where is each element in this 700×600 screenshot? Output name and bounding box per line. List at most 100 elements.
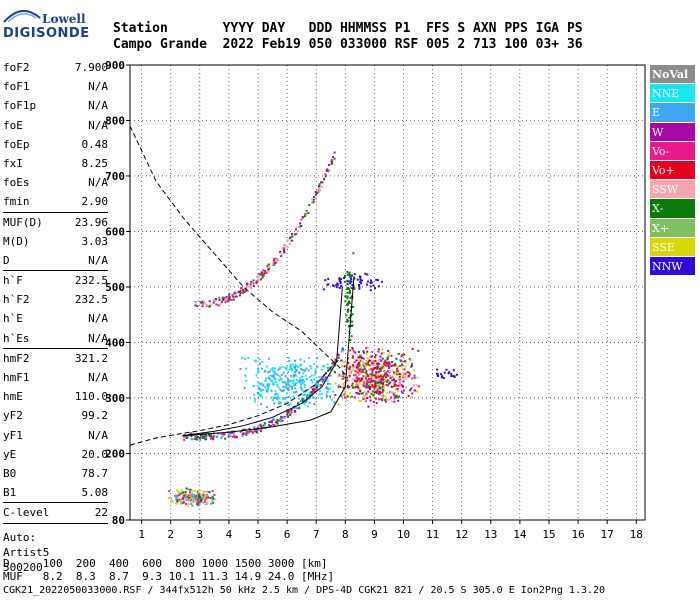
- echo-point: [402, 377, 405, 380]
- echo-point: [381, 391, 384, 394]
- echo-point: [333, 401, 336, 404]
- echo-point: [266, 383, 269, 386]
- echo-point: [253, 359, 256, 362]
- echo-point: [349, 290, 351, 293]
- echo-point: [352, 350, 355, 353]
- echo-point: [388, 361, 391, 364]
- param-key: foEp: [3, 137, 30, 151]
- echo-point: [201, 497, 204, 500]
- echo-point: [299, 377, 302, 380]
- echo-point: [222, 299, 225, 301]
- echo-point: [293, 409, 296, 412]
- echo-point: [363, 380, 366, 383]
- echo-point: [194, 489, 196, 492]
- echo-point: [376, 354, 379, 357]
- echo-point: [178, 500, 181, 503]
- param-value: 232.5: [74, 274, 108, 288]
- echo-point: [255, 374, 258, 377]
- echo-point: [304, 401, 306, 403]
- echo-point: [358, 284, 361, 286]
- echo-point: [197, 493, 200, 496]
- echo-point: [297, 226, 300, 228]
- echo-point: [294, 387, 297, 390]
- echo-point: [327, 170, 330, 173]
- echo-point: [260, 390, 263, 393]
- echo-point: [369, 359, 372, 362]
- echo-point: [354, 351, 357, 354]
- echo-point: [197, 299, 200, 302]
- echo-point: [270, 419, 273, 422]
- echo-point: [249, 285, 252, 288]
- echo-point: [262, 389, 265, 391]
- echo-point: [292, 395, 295, 398]
- echo-point: [323, 377, 326, 380]
- echo-point: [256, 371, 259, 373]
- echo-point: [279, 401, 282, 404]
- echo-point: [351, 378, 354, 381]
- echo-point: [290, 375, 293, 377]
- echo-point: [273, 373, 276, 375]
- echo-point: [228, 297, 230, 300]
- echo-point: [190, 435, 193, 437]
- echo-point: [271, 263, 274, 266]
- echo-point: [349, 395, 352, 398]
- echo-point: [381, 375, 384, 378]
- echo-point: [329, 383, 332, 385]
- echo-point: [413, 376, 416, 379]
- echo-point: [251, 432, 254, 435]
- echo-point: [342, 372, 345, 375]
- echo-point: [276, 398, 279, 401]
- param-value: 22: [94, 506, 108, 520]
- echo-point: [356, 369, 359, 372]
- echo-point: [443, 371, 446, 374]
- echo-point: [201, 303, 203, 306]
- param-value: 5.08: [81, 486, 109, 500]
- ionospheric-parameters-panel: foF2 7.900 foF1 N/A foF1p N/A foE N/A foEp 0.48 fx…: [3, 58, 108, 575]
- echo-point: [308, 376, 311, 378]
- echo-point: [270, 368, 273, 371]
- echo-point: [335, 284, 338, 287]
- echo-point: [386, 373, 389, 376]
- echo-point: [352, 305, 354, 308]
- echo-point: [407, 371, 410, 374]
- echo-point: [366, 357, 369, 359]
- echo-point: [250, 280, 253, 283]
- echo-point: [374, 380, 377, 383]
- echo-point: [220, 301, 223, 304]
- echo-point: [373, 391, 376, 394]
- echo-point: [440, 373, 442, 376]
- echo-point: [273, 393, 276, 396]
- echo-point: [320, 384, 322, 386]
- echo-point: [186, 504, 189, 507]
- echo-point: [348, 287, 350, 290]
- echo-point: [176, 500, 179, 503]
- echo-point: [284, 401, 287, 404]
- echo-point: [398, 373, 401, 376]
- echo-point: [372, 400, 375, 403]
- echo-point: [240, 288, 243, 291]
- echo-point: [256, 431, 258, 434]
- echo-point: [349, 296, 352, 299]
- echo-point: [380, 380, 382, 383]
- echo-point: [269, 374, 272, 377]
- echo-point: [196, 501, 198, 504]
- param-row: M(D) 3.03: [3, 232, 108, 251]
- echo-point: [334, 382, 337, 385]
- echo-point: [412, 389, 415, 392]
- echo-point: [382, 383, 384, 386]
- echo-point: [288, 384, 291, 387]
- echo-point: [404, 360, 407, 363]
- echo-point: [347, 308, 350, 311]
- echo-point: [369, 373, 372, 376]
- echo-point: [258, 358, 261, 361]
- echo-point: [362, 380, 364, 383]
- echo-point: [217, 304, 220, 307]
- echo-point: [300, 363, 303, 366]
- echo-point: [368, 381, 371, 384]
- echo-point: [308, 204, 311, 207]
- echo-point: [181, 493, 184, 496]
- echo-point: [267, 268, 270, 270]
- echo-point: [319, 189, 322, 191]
- echo-point: [408, 358, 411, 360]
- echo-point: [243, 428, 245, 431]
